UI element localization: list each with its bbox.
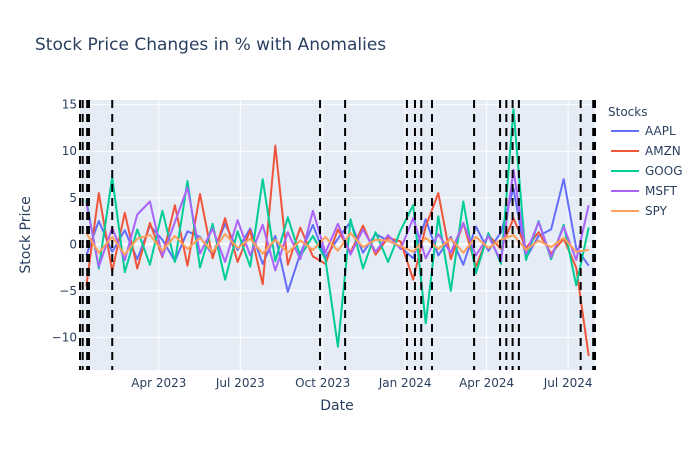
- plot-area: [79, 100, 596, 370]
- x-tick-label: Jul 2024: [543, 376, 593, 390]
- y-tick-label: 0: [69, 237, 77, 251]
- legend-item-aapl: AAPL: [645, 124, 676, 138]
- series-line-goog: [85, 108, 590, 348]
- x-tick-label: Apr 2024: [459, 376, 514, 390]
- legend-title: Stocks: [608, 105, 647, 119]
- legend-item-spy: SPY: [645, 204, 668, 218]
- y-tick-label: 15: [62, 98, 77, 112]
- series-line-spy: [85, 232, 589, 256]
- legend-item-goog: GOOG: [645, 164, 683, 178]
- axes: −10 −5 0 5 10 15 Apr 2023 Jul 2023 Oct 2023 Jan 2…: [52, 98, 593, 390]
- legend-item-msft: MSFT: [645, 184, 678, 198]
- y-tick-label: 5: [69, 191, 77, 205]
- plot-background: [80, 100, 595, 370]
- y-axis-title: Stock Price: [18, 196, 34, 273]
- y-tick-label: −5: [59, 284, 77, 298]
- series-line-msft: [85, 168, 590, 272]
- chart-title: Stock Price Changes in % with Anomalies: [35, 35, 386, 55]
- y-tick-label: −10: [52, 330, 77, 344]
- x-tick-label: Apr 2023: [131, 376, 186, 390]
- x-axis-title: Date: [320, 398, 353, 414]
- x-tick-label: Jul 2023: [215, 376, 265, 390]
- y-tick-label: 10: [62, 144, 77, 158]
- x-tick-label: Jan 2024: [378, 376, 432, 390]
- legend-item-amzn: AMZN: [645, 144, 681, 158]
- legend: Stocks AAPL AMZN GOOG MSFT SPY: [608, 105, 683, 218]
- x-tick-label: Oct 2023: [295, 376, 350, 390]
